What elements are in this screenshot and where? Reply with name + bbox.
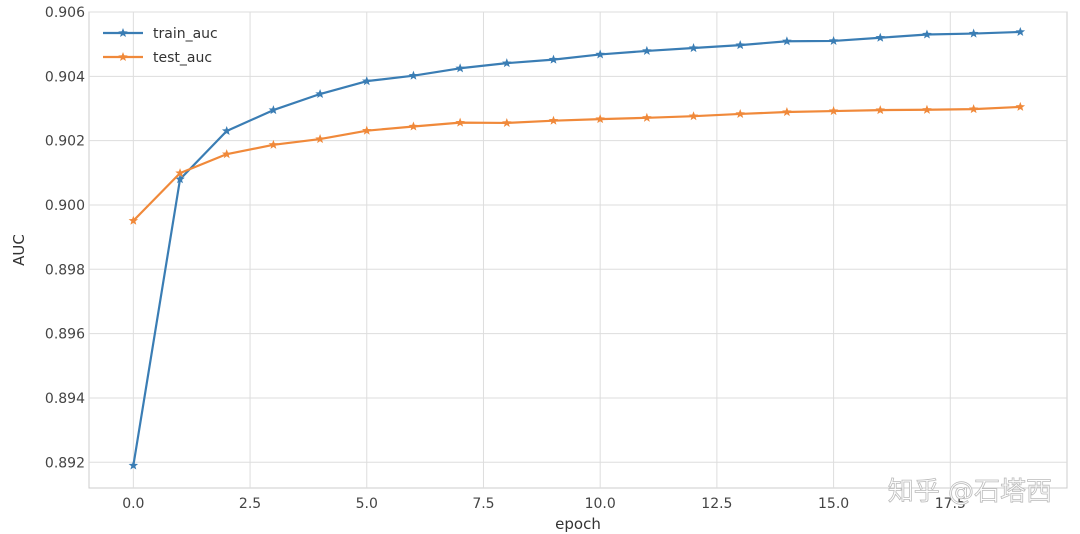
data-point-test_auc: [735, 108, 745, 118]
data-point-train_auc: [875, 32, 886, 42]
y-tick-label: 0.898: [45, 262, 85, 278]
data-point-test_auc: [1015, 101, 1026, 111]
x-tick-label: 2.5: [239, 496, 261, 512]
data-point-test_auc: [595, 114, 605, 124]
data-point-train_auc: [642, 45, 652, 55]
data-point-test_auc: [362, 125, 372, 135]
data-point-test_auc: [268, 139, 279, 149]
data-point-train_auc: [595, 49, 605, 59]
data-point-train_auc: [1015, 26, 1026, 36]
y-tick-label: 0.900: [45, 198, 85, 214]
data-point-test_auc: [175, 168, 185, 178]
data-point-train_auc: [315, 89, 325, 99]
y-tick-label: 0.894: [45, 391, 85, 407]
legend-marker-train: [118, 28, 128, 38]
x-axis-label: epoch: [555, 515, 601, 533]
data-point-train_auc: [968, 28, 979, 38]
data-point-train_auc: [688, 43, 699, 53]
data-point-test_auc: [688, 111, 699, 121]
y-tick-labels: 0.892 0.894 0.896 0.898 0.900 0.902 0.904 0.906: [45, 5, 85, 471]
data-point-test_auc: [642, 112, 652, 122]
data-point-train_auc: [221, 126, 232, 136]
y-tick-label: 0.904: [45, 69, 85, 85]
x-tick-label: 0.0: [122, 496, 144, 512]
y-tick-label: 0.906: [45, 5, 85, 21]
data-point-train_auc: [922, 29, 932, 39]
data-point-test_auc: [548, 115, 559, 125]
data-point-train_auc: [362, 76, 372, 86]
data-point-test_auc: [221, 149, 232, 159]
series-layer: [128, 26, 1026, 470]
data-point-train_auc: [828, 35, 839, 45]
data-point-test_auc: [828, 106, 839, 116]
data-point-train_auc: [408, 70, 419, 80]
data-point-test_auc: [782, 107, 792, 117]
x-tick-label: 10.0: [585, 496, 616, 512]
data-point-train_auc: [128, 460, 139, 470]
data-point-train_auc: [502, 58, 512, 68]
x-tick-label: 17.5: [935, 496, 966, 512]
legend: train_auc test_auc: [103, 26, 218, 66]
data-point-test_auc: [502, 117, 512, 127]
data-point-train_auc: [735, 40, 745, 50]
legend-entry-train: train_auc: [103, 26, 218, 42]
plot-area: [88, 11, 1068, 489]
grid-lines: [89, 11, 1067, 488]
x-tick-label: 15.0: [818, 496, 849, 512]
series-line-test_auc: [132, 105, 1021, 222]
y-axis-label: AUC: [10, 234, 28, 266]
x-tick-label: 5.0: [356, 496, 378, 512]
data-point-test_auc: [922, 104, 932, 114]
series-line-train_auc: [132, 30, 1021, 466]
data-point-test_auc: [128, 215, 139, 225]
watermark-text: 知乎 @石塔西: [888, 477, 1052, 507]
data-point-train_auc: [455, 63, 465, 73]
x-tick-label: 7.5: [472, 496, 494, 512]
x-tick-label: 12.5: [701, 496, 732, 512]
data-point-train_auc: [548, 54, 559, 64]
y-tick-label: 0.896: [45, 327, 85, 343]
data-point-train_auc: [175, 174, 185, 184]
y-tick-label: 0.892: [45, 455, 85, 471]
data-point-train_auc: [268, 105, 279, 115]
data-point-test_auc: [968, 104, 979, 114]
legend-entry-test: test_auc: [103, 50, 212, 66]
data-point-train_auc: [782, 36, 792, 46]
legend-label-test: test_auc: [153, 50, 212, 66]
data-point-test_auc: [408, 121, 419, 131]
legend-label-train: train_auc: [153, 26, 218, 42]
legend-marker-test: [118, 52, 128, 62]
data-point-test_auc: [455, 117, 465, 127]
data-point-test_auc: [315, 134, 325, 144]
y-tick-label: 0.902: [45, 134, 85, 150]
x-tick-labels: 0.0 2.5 5.0 7.5 10.0 12.5 15.0 17.5: [122, 496, 966, 512]
data-point-test_auc: [875, 105, 886, 115]
